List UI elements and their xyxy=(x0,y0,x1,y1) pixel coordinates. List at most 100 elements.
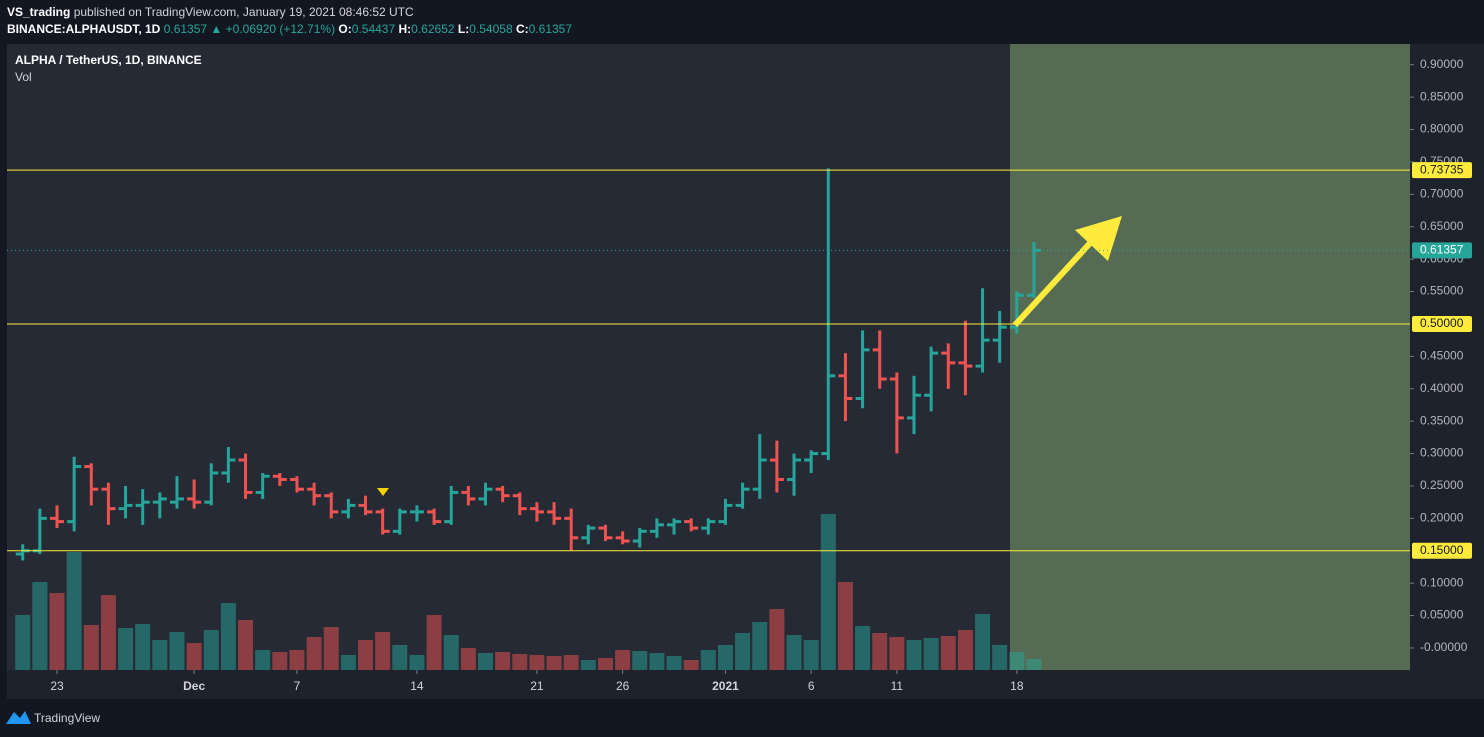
y-tick-label: 0.30000 xyxy=(1420,446,1464,460)
y-tick-label: 0.10000 xyxy=(1420,575,1464,589)
y-tick-label: 0.05000 xyxy=(1420,608,1464,622)
x-tick-label: 23 xyxy=(50,679,64,693)
volume-bar xyxy=(426,615,442,670)
volume-bar xyxy=(495,652,511,670)
volume-bar xyxy=(855,626,871,670)
volume-bar xyxy=(186,643,202,670)
volume-bar xyxy=(306,637,322,670)
last-price-label: 0.61357 xyxy=(1420,243,1464,257)
level-label-box xyxy=(1412,162,1472,179)
volume-bar xyxy=(255,650,271,670)
x-tick-label: 18 xyxy=(1010,679,1024,693)
arrow-head xyxy=(1075,216,1122,261)
legend-title: ALPHA / TetherUS, 1D, BINANCE xyxy=(15,53,202,67)
volume-bar xyxy=(563,655,579,670)
ohlc-value: 0.61357 xyxy=(528,22,573,36)
ohlc-label: L: xyxy=(457,22,470,36)
volume-bar xyxy=(169,632,185,670)
y-tick-label: 0.70000 xyxy=(1420,187,1464,201)
volume-bar xyxy=(49,593,65,670)
signal-marker xyxy=(377,488,389,496)
last-price-box xyxy=(1412,242,1472,259)
volume-bar xyxy=(649,653,665,670)
ohlc-label: O: xyxy=(338,22,352,36)
volume-bar xyxy=(546,656,562,670)
volume-bar xyxy=(238,620,254,670)
volume-bar xyxy=(803,640,819,670)
change: +0.06920 (+12.71%) xyxy=(225,22,336,36)
x-tick-label: 21 xyxy=(530,679,544,693)
volume-bar xyxy=(632,651,648,670)
level-label: 0.73735 xyxy=(1420,162,1464,176)
volume-bar xyxy=(666,656,682,670)
volume-bar xyxy=(992,645,1008,670)
volume-bar xyxy=(717,645,733,670)
volume-bar xyxy=(735,633,751,670)
volume-bar xyxy=(443,635,459,670)
level-label-box xyxy=(1412,315,1472,332)
level-label: 0.15000 xyxy=(1420,543,1464,557)
volume-bar xyxy=(1009,652,1025,670)
volume-bar xyxy=(512,654,528,670)
volume-bar xyxy=(820,514,836,670)
volume-bar xyxy=(478,653,493,670)
price-axis xyxy=(1410,44,1484,699)
level-label: 0.50000 xyxy=(1420,316,1464,330)
volume-bar xyxy=(957,630,973,670)
target-zone xyxy=(1010,44,1410,670)
volume-bar xyxy=(203,630,219,670)
change-arrow: ▲ xyxy=(210,22,223,36)
y-tick-label: 0.80000 xyxy=(1420,122,1464,136)
time-axis xyxy=(7,670,1410,699)
author: VS_trading xyxy=(7,5,71,19)
volume-bar xyxy=(375,632,391,670)
y-tick-label: 0.40000 xyxy=(1420,381,1464,395)
symbol: BINANCE:ALPHAUSDT, 1D xyxy=(7,22,161,36)
volume-bar xyxy=(323,627,339,670)
volume-bar xyxy=(786,635,802,670)
volume-bar xyxy=(118,628,134,670)
y-tick-label: 0.25000 xyxy=(1420,478,1464,492)
x-tick-label: 6 xyxy=(808,679,815,693)
ohlc-value: 0.54437 xyxy=(351,22,396,36)
volume-bar xyxy=(683,660,699,670)
footer-brand: TradingView xyxy=(34,711,100,725)
y-tick-label: 0.20000 xyxy=(1420,511,1464,525)
volume-bar xyxy=(15,615,31,670)
x-tick-label: 11 xyxy=(891,679,904,693)
volume-bar xyxy=(1026,659,1042,670)
volume-bar xyxy=(889,637,905,670)
y-tick-label: 0.55000 xyxy=(1420,284,1464,298)
header: VS_trading published on TradingView.com,… xyxy=(7,4,572,38)
volume-bar xyxy=(83,625,99,670)
volume-bar xyxy=(220,603,236,670)
volume-bar xyxy=(615,650,631,670)
ohlc-label: H: xyxy=(398,22,412,36)
volume-bar xyxy=(289,650,305,670)
volume-bar xyxy=(135,624,151,670)
published: published on TradingView.com, January 19… xyxy=(73,5,414,19)
arrow-shaft xyxy=(1012,238,1095,328)
x-tick-label: 14 xyxy=(410,679,424,693)
y-tick-label: 0.90000 xyxy=(1420,57,1464,71)
volume-bar xyxy=(392,645,408,670)
y-tick-label: -0.00000 xyxy=(1420,640,1468,654)
ohlc-value: 0.54058 xyxy=(469,22,513,36)
y-tick-label: 0.65000 xyxy=(1420,219,1464,233)
ohlc-value: 0.62652 xyxy=(411,22,455,36)
volume-bar xyxy=(580,660,596,670)
volume-bar xyxy=(409,655,425,670)
volume-bar xyxy=(700,650,716,670)
volume-bar xyxy=(100,595,116,670)
volume-bar xyxy=(358,640,374,670)
volume-bar xyxy=(529,655,545,670)
volume-bar xyxy=(340,655,356,670)
volume-bar xyxy=(152,640,168,670)
volume-bar xyxy=(597,658,613,670)
volume-bar xyxy=(923,638,939,670)
legend-vol: Vol xyxy=(15,70,32,84)
price: 0.61357 xyxy=(163,22,208,36)
y-tick-label: 0.85000 xyxy=(1420,89,1464,103)
ohlc-label: C: xyxy=(515,22,529,36)
